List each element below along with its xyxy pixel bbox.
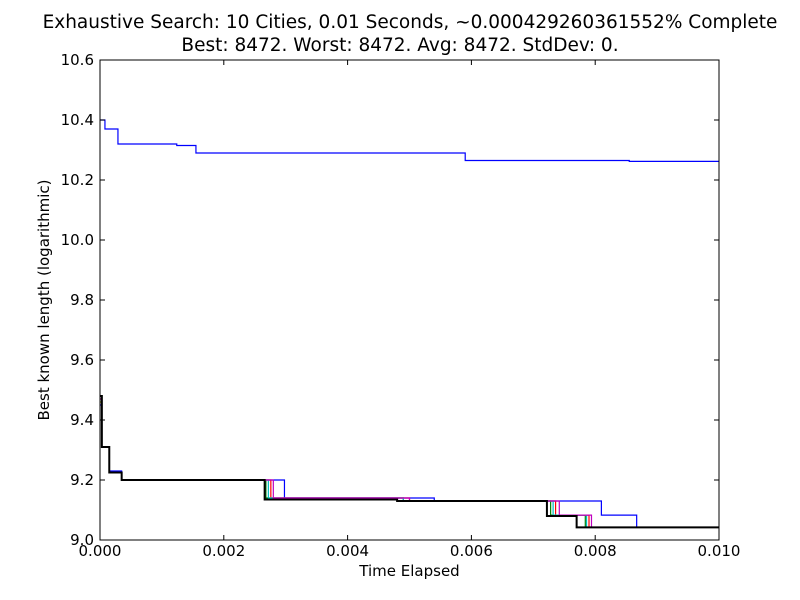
series-line-8 bbox=[100, 395, 719, 529]
y-tick-label-7: 10.2 bbox=[61, 171, 94, 189]
x-tick-label-1: 0.000 bbox=[79, 542, 122, 560]
x-tick-label-3: 0.004 bbox=[326, 542, 369, 560]
y-tick-label-2: 9.2 bbox=[70, 471, 94, 489]
series-line-5 bbox=[100, 401, 719, 529]
y-tick-label-5: 9.8 bbox=[70, 291, 94, 309]
x-tick-label-2: 0.002 bbox=[202, 542, 245, 560]
x-axis-ticks: 0.000 0.002 0.004 0.006 0.008 0.010 bbox=[79, 60, 741, 560]
x-tick-label-6: 0.010 bbox=[698, 542, 741, 560]
series-line-6 bbox=[100, 398, 719, 529]
axes-frame bbox=[99, 59, 720, 541]
y-tick-label-6: 10.0 bbox=[61, 231, 94, 249]
series-line-3 bbox=[100, 395, 719, 529]
chart-title-line-2: Best: 8472. Worst: 8472. Avg: 8472. StdD… bbox=[181, 35, 619, 56]
chart-title-line-1: Exhaustive Search: 10 Cities, 0.01 Secon… bbox=[42, 12, 778, 33]
y-tick-label-1: 9.0 bbox=[70, 531, 94, 549]
x-tick-label-4: 0.006 bbox=[450, 542, 493, 560]
series-layer bbox=[100, 119, 719, 529]
y-tick-label-9: 10.6 bbox=[61, 51, 94, 69]
series-line-4 bbox=[100, 398, 719, 529]
y-axis-label: Best known length (logarithmic) bbox=[35, 180, 53, 421]
y-tick-label-4: 9.6 bbox=[70, 351, 94, 369]
y-tick-label-8: 10.4 bbox=[61, 111, 94, 129]
y-axis-ticks: 9.0 9.2 9.4 9.6 9.8 10.0 10.2 10.4 10.6 bbox=[61, 51, 719, 549]
series-line-2 bbox=[100, 404, 719, 529]
series-line-7 bbox=[100, 401, 719, 529]
series-line-1 bbox=[100, 119, 719, 162]
x-axis-label: Time Elapsed bbox=[358, 562, 459, 580]
y-tick-label-3: 9.4 bbox=[70, 411, 94, 429]
x-tick-label-5: 0.008 bbox=[574, 542, 617, 560]
